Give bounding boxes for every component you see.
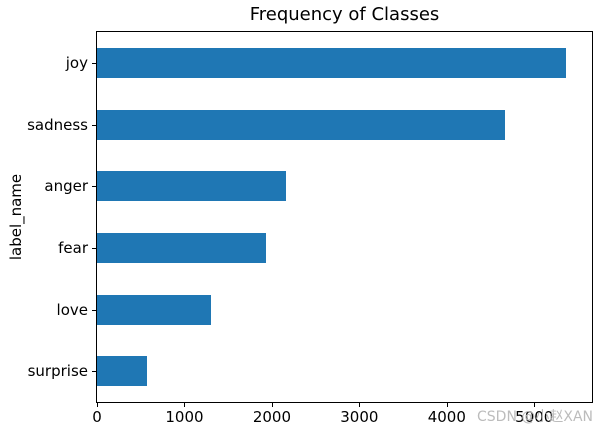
bar-surprise xyxy=(97,356,148,387)
ytick-label-anger: anger xyxy=(44,177,88,196)
ytick-mark xyxy=(92,371,96,373)
xtick-label-3000: 3000 xyxy=(340,408,379,426)
bar-anger xyxy=(97,171,286,202)
xtick-label-0: 0 xyxy=(92,408,102,426)
xtick-mark xyxy=(446,403,448,407)
watermark: CSDN @小赵XAN xyxy=(477,409,594,425)
x-axis: 0 1000 2000 3000 4000 5000 xyxy=(92,403,593,435)
xtick-mark xyxy=(97,403,98,407)
xtick-label-1000: 1000 xyxy=(165,408,204,426)
xtick-label-4000: 4000 xyxy=(427,408,466,426)
ytick-mark xyxy=(92,247,96,249)
ytick-mark xyxy=(92,124,96,126)
xtick-mark xyxy=(184,403,186,407)
ytick-label-joy: joy xyxy=(65,53,88,72)
ytick-mark xyxy=(92,62,96,64)
bar-fear xyxy=(97,232,267,263)
chart-title: Frequency of Classes xyxy=(249,4,440,25)
ytick-label-surprise: surprise xyxy=(27,362,88,381)
xtick-label-2000: 2000 xyxy=(252,408,291,426)
xtick-mark xyxy=(534,403,536,407)
y-axis: joy sadness anger fear love surprise xyxy=(0,31,96,403)
xtick-label-5000: 5000 xyxy=(515,408,554,426)
plot-area xyxy=(96,31,593,403)
ytick-mark xyxy=(92,309,96,311)
ytick-label-fear: fear xyxy=(58,238,88,257)
bar-sadness xyxy=(97,109,506,140)
bar-love xyxy=(97,294,212,325)
xtick-mark xyxy=(271,403,273,407)
ytick-label-love: love xyxy=(56,300,88,319)
xtick-mark xyxy=(359,403,361,407)
ytick-label-sadness: sadness xyxy=(27,115,88,134)
bar-joy xyxy=(97,47,566,78)
ytick-mark xyxy=(92,186,96,188)
